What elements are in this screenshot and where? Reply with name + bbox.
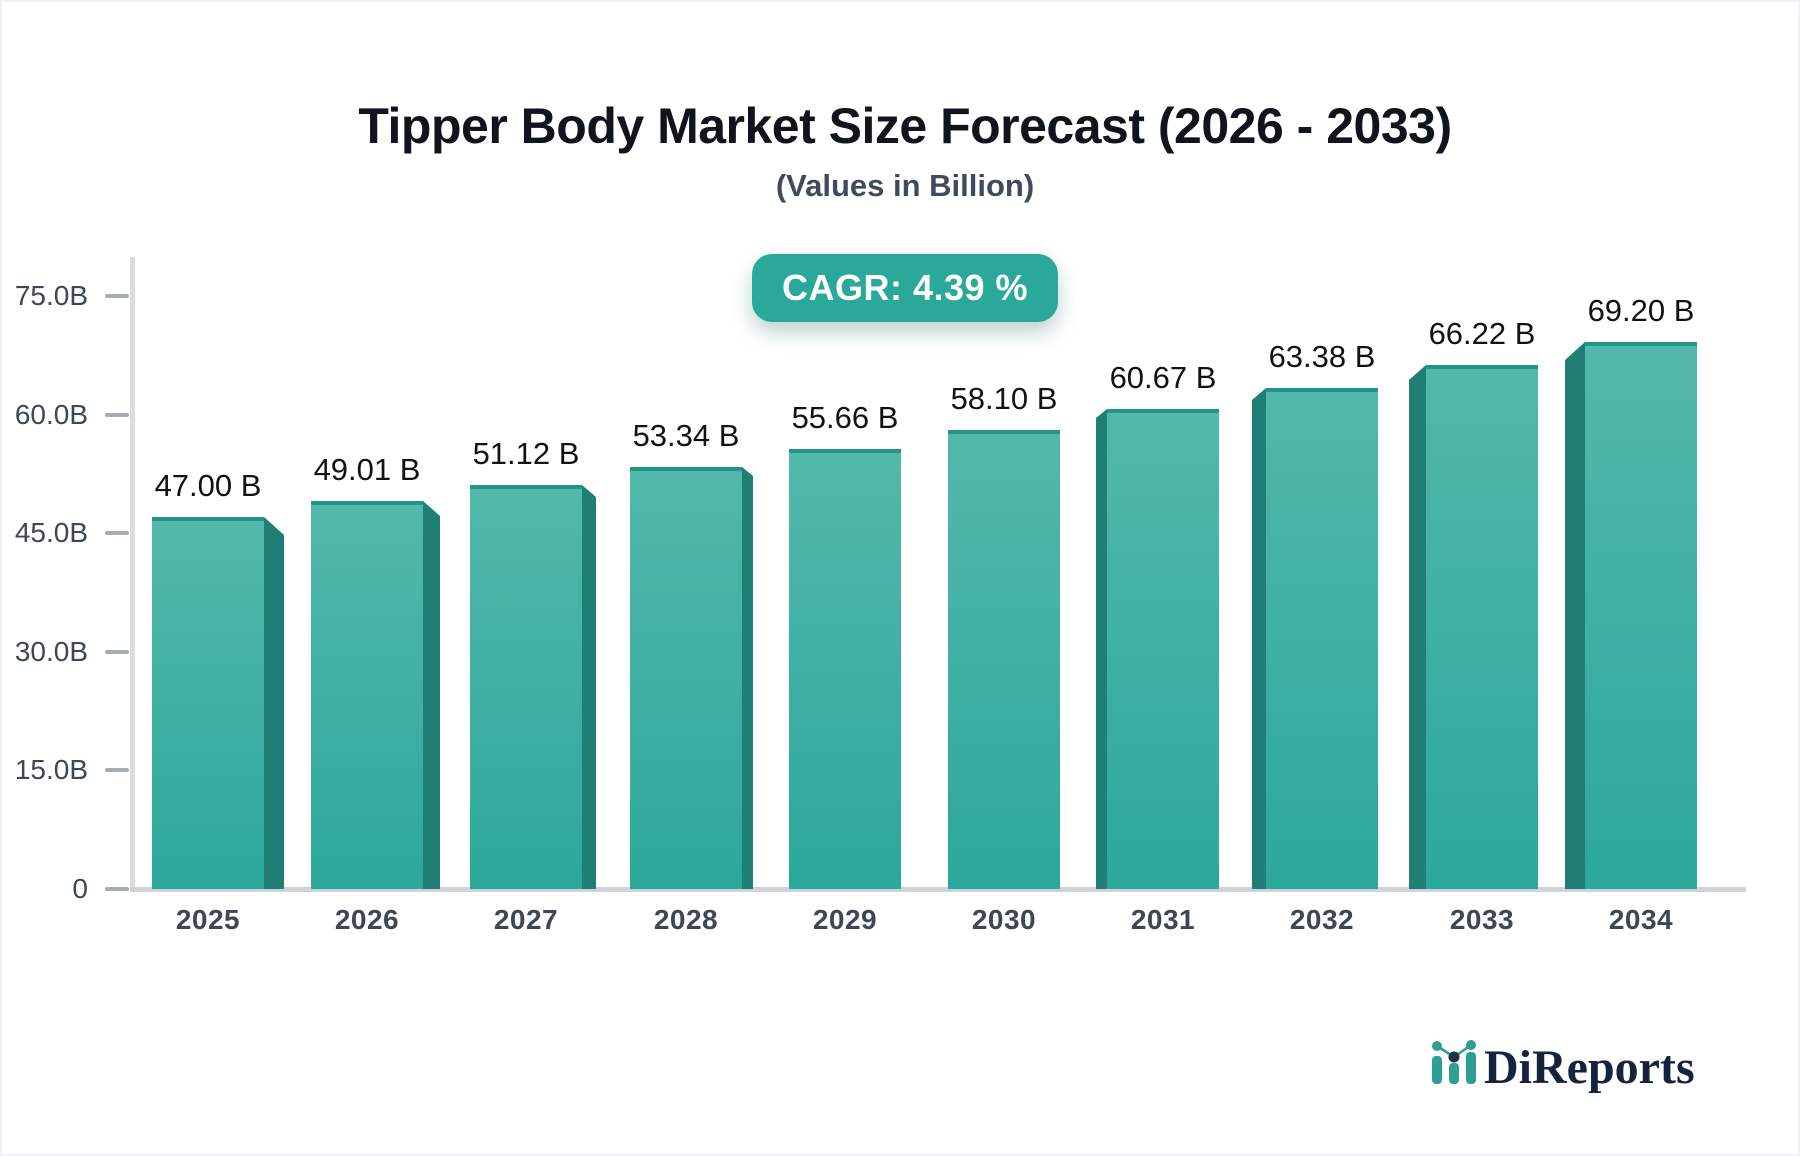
- y-axis-line: [130, 257, 135, 889]
- bar-2028: [630, 467, 742, 889]
- x-axis-label-2025: 2025: [175, 904, 241, 935]
- bar-value-2033: 66.22 B: [1428, 316, 1536, 351]
- x-axis-line: [130, 887, 1746, 892]
- brand-logo: DiReports: [1430, 1036, 1695, 1092]
- bar-side-2026: [423, 501, 440, 889]
- cagr-badge-wrap: CAGR: 4.39 %: [62, 254, 1748, 322]
- x-axis-label-2033: 2033: [1449, 904, 1515, 935]
- bar-value-2027: 51.12 B: [472, 436, 580, 471]
- y-axis-tick: [105, 294, 129, 298]
- bar-value-2032: 63.38 B: [1268, 339, 1376, 374]
- bar-2030: [948, 430, 1060, 889]
- brand-logo-text: DiReports: [1484, 1041, 1695, 1094]
- chart-subtitle: (Values in Billion): [775, 167, 1035, 203]
- bar-2033: [1426, 365, 1538, 889]
- bar-2029: [789, 449, 901, 889]
- bar-value-2029: 55.66 B: [791, 400, 899, 435]
- bar-2025: [152, 517, 264, 889]
- x-axis-label-2030: 2030: [971, 904, 1037, 935]
- bar-2027: [470, 485, 582, 889]
- y-axis-label-30.0B: 30.0B: [14, 635, 88, 667]
- brand-logo-chart-icon: [1432, 1040, 1476, 1084]
- bar-side-2025: [264, 517, 284, 889]
- y-axis-tick: [105, 768, 129, 773]
- bar-value-2030: 58.10 B: [950, 381, 1058, 416]
- bar-value-2034: 69.20 B: [1587, 293, 1695, 328]
- y-axis-tick: [105, 531, 129, 536]
- bar-2034: [1585, 342, 1697, 889]
- y-axis-tick: [105, 649, 129, 654]
- chart-header: Tipper Body Market Size Forecast (2026 -…: [62, 98, 1748, 204]
- bar-side-2033: [1409, 365, 1426, 889]
- bar-2032: [1266, 388, 1378, 889]
- x-axis-label-2029: 2029: [812, 904, 878, 935]
- bar-value-2026: 49.01 B: [313, 452, 421, 487]
- bar-value-2025: 47.00 B: [154, 468, 262, 503]
- bar-side-2031: [1096, 409, 1107, 889]
- bar-side-2032: [1252, 388, 1266, 889]
- y-axis-label-60.0B: 60.0B: [14, 398, 88, 430]
- y-axis-label-15.0B: 15.0B: [14, 754, 88, 786]
- bar-2031: [1107, 409, 1219, 889]
- x-axis-label-2034: 2034: [1608, 904, 1674, 935]
- x-axis-label-2027: 2027: [493, 904, 559, 935]
- y-axis-label-0: 0: [72, 873, 88, 904]
- y-axis-label-45.0B: 45.0B: [14, 517, 88, 549]
- bar-value-2031: 60.67 B: [1109, 360, 1217, 395]
- x-axis-label-2028: 2028: [653, 904, 719, 935]
- cagr-badge: CAGR: 4.39 %: [751, 254, 1059, 322]
- bar-side-2027: [582, 485, 596, 889]
- bar-2026: [311, 501, 423, 889]
- y-axis-tick: [105, 887, 129, 891]
- y-axis-label-75.0B: 75.0B: [14, 280, 88, 311]
- chart-title: Tipper Body Market Size Forecast (2026 -…: [358, 98, 1452, 154]
- bar-value-2028: 53.34 B: [632, 418, 740, 453]
- x-axis-label-2026: 2026: [334, 904, 400, 935]
- bar-side-2034: [1565, 342, 1585, 889]
- y-axis-tick: [105, 412, 129, 417]
- x-axis-label-2031: 2031: [1130, 904, 1196, 935]
- bar-side-2028: [742, 467, 753, 889]
- x-axis-label-2032: 2032: [1289, 904, 1355, 935]
